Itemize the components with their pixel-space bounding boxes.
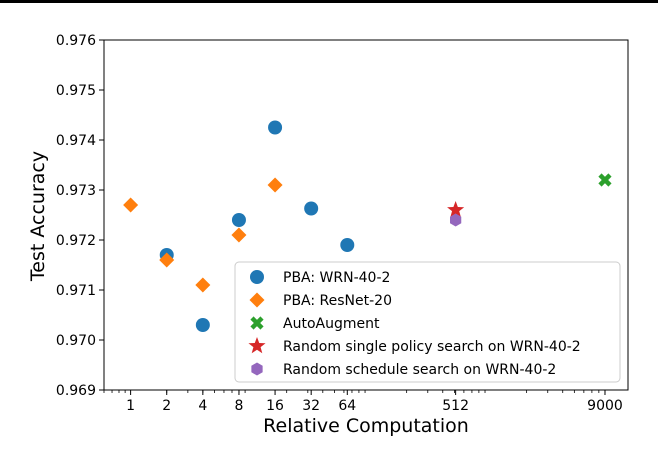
y-tick-label: 0.973 xyxy=(56,183,96,199)
data-point xyxy=(195,277,211,293)
plot-frame xyxy=(103,39,629,391)
x-tick-label: 32 xyxy=(302,398,320,414)
data-point xyxy=(123,197,139,213)
data-point xyxy=(304,201,319,216)
legend-box xyxy=(234,261,621,383)
data-point xyxy=(159,252,175,268)
legend-label: PBA: ResNet-20 xyxy=(283,293,392,309)
top-rule xyxy=(0,0,658,3)
legend: PBA: WRN-40-2 PBA: ResNet-20 AutoAugment Ra… xyxy=(234,261,621,383)
legend-label: Random single policy search on WRN-40-2 xyxy=(283,339,581,355)
legend-marker xyxy=(251,362,263,376)
data-point xyxy=(340,238,355,252)
x-tick-label: 1 xyxy=(126,398,135,414)
legend-marker xyxy=(250,316,264,330)
x-tick-label: 16 xyxy=(266,398,284,414)
data-points xyxy=(123,120,612,332)
legend-label: PBA: WRN-40-2 xyxy=(283,270,390,286)
x-tick-label: 4 xyxy=(198,398,207,414)
y-tick-label: 0.969 xyxy=(56,383,96,399)
x-tick-label: 2 xyxy=(162,398,171,414)
legend-marker xyxy=(248,337,266,354)
x-tick-label: 512 xyxy=(442,398,469,414)
data-point xyxy=(450,213,462,227)
legend-marker xyxy=(250,270,264,284)
y-axis-label: Test Accuracy xyxy=(27,151,49,282)
data-point xyxy=(598,173,612,187)
data-point xyxy=(231,227,247,243)
x-tick-label: 64 xyxy=(338,398,356,414)
y-tick-label: 0.975 xyxy=(56,83,96,99)
data-point xyxy=(231,213,246,227)
y-tick-label: 0.974 xyxy=(56,133,96,149)
x-stroke xyxy=(250,316,264,330)
data-point xyxy=(195,318,210,332)
legend-label: Random schedule search on WRN-40-2 xyxy=(283,362,556,378)
x-axis-label: Relative Computation xyxy=(263,415,469,437)
data-point xyxy=(447,201,465,218)
y-tick-label: 0.970 xyxy=(56,333,96,349)
y-tick-label: 0.972 xyxy=(56,233,96,249)
data-point xyxy=(268,120,283,135)
legend-label: AutoAugment xyxy=(283,316,380,332)
legend-marker xyxy=(249,292,265,308)
y-tick-label: 0.971 xyxy=(56,283,96,299)
x-tick-label: 9000 xyxy=(587,398,623,414)
data-point xyxy=(267,177,283,193)
x-tick-label: 8 xyxy=(234,398,243,414)
x-stroke xyxy=(598,173,612,187)
y-tick-label: 0.976 xyxy=(56,33,96,49)
axes: 0.969 0.970 0.971 0.972 0.973 0.974 0.975 0.976… xyxy=(56,33,629,414)
